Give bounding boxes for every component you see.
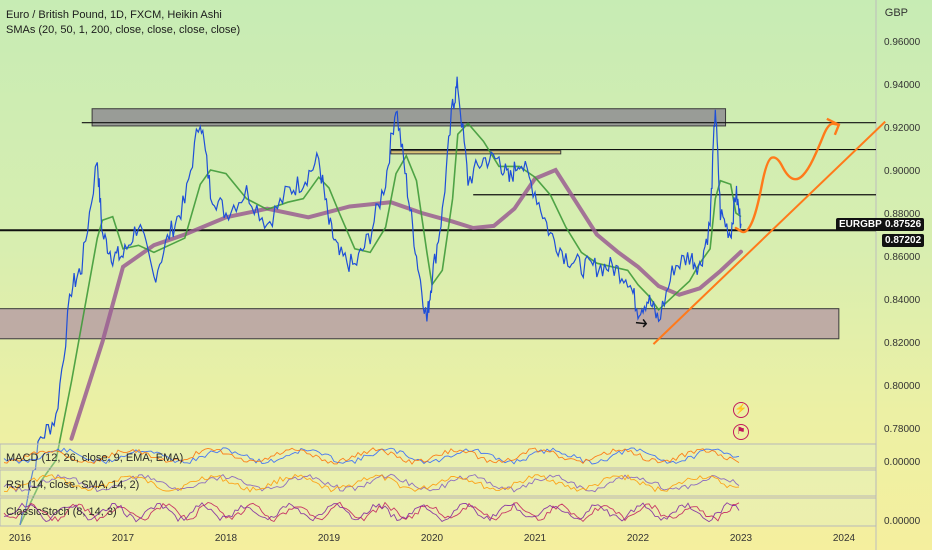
indicator-legend: SMAs (20, 50, 1, 200, close, close, clos… [6, 24, 241, 36]
price-tick-label: 0.88000 [884, 209, 921, 220]
time-tick-label: 2023 [730, 533, 753, 544]
price-tick-label: 0.94000 [884, 80, 921, 91]
rsi-label: RSI (14, close, SMA, 14, 2) [6, 479, 140, 491]
chart-title: Euro / British Pound, 1D, FXCM, Heikin A… [6, 9, 222, 21]
stoch-label: ClassicStoch (8, 14, 3) [6, 506, 117, 518]
time-tick-label: 2018 [215, 533, 238, 544]
last-price-badge: 0.87526 [882, 218, 925, 231]
rsi-pane-line [3, 473, 740, 493]
zone-box [0, 308, 840, 340]
sma-long-line [69, 167, 743, 441]
macd-label: MACD (12, 26, close, 9, EMA, EMA) [6, 452, 184, 464]
stoch-pane-line [3, 502, 740, 523]
macd-pane-line [3, 447, 740, 465]
stoch-pane-line [3, 501, 740, 523]
symbol-badge: EURGBP [836, 218, 885, 231]
price-line [19, 76, 742, 526]
line-price-badge: 0.87202 [882, 234, 925, 247]
price-tick-label: 0.78000 [884, 424, 921, 435]
price-tick-label: 0.86000 [884, 252, 921, 263]
stoch-tick-label: 0.00000 [884, 516, 921, 527]
price-tick-label: 0.80000 [884, 381, 921, 392]
price-tick-label: 0.82000 [884, 338, 921, 349]
trend-line [652, 120, 886, 345]
macd-pane-line [3, 447, 740, 465]
time-tick-label: 2022 [627, 533, 650, 544]
time-tick-label: 2020 [421, 533, 444, 544]
time-tick-label: 2021 [524, 533, 547, 544]
time-tick-label: 2016 [9, 533, 32, 544]
currency-unit: GBP [884, 7, 908, 19]
projection-path [734, 122, 841, 234]
time-tick-label: 2024 [833, 533, 856, 544]
projection-arrowhead [826, 117, 841, 136]
macd-pane [0, 443, 877, 469]
zone-box [91, 108, 727, 127]
rsi-pane-line [3, 473, 740, 493]
price-tick-label: 0.92000 [884, 123, 921, 134]
price-tick-label: 0.84000 [884, 295, 921, 306]
macd-tick-label: 0.00000 [884, 457, 921, 468]
time-tick-label: 2017 [112, 533, 135, 544]
price-tick-label: 0.90000 [884, 166, 921, 177]
low-arrow [635, 318, 648, 328]
time-tick-label: 2019 [318, 533, 341, 544]
price-tick-label: 0.96000 [884, 37, 921, 48]
flag-icon[interactable]: ⚑ [733, 424, 749, 440]
lightning-icon[interactable]: ⚡ [733, 402, 749, 418]
zone-box [390, 150, 562, 155]
